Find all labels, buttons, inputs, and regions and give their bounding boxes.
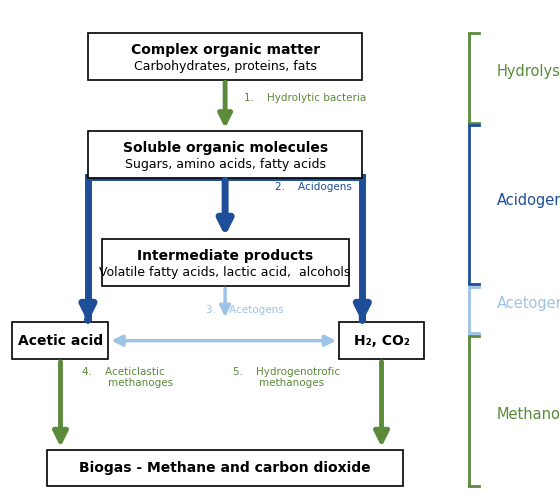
FancyBboxPatch shape	[102, 239, 348, 286]
Text: 1.    Hydrolytic bacteria: 1. Hydrolytic bacteria	[244, 93, 367, 103]
Text: 2.    Acidogens: 2. Acidogens	[274, 182, 351, 192]
Text: Acidogenesis: Acidogenesis	[497, 194, 560, 208]
Text: Soluble organic molecules: Soluble organic molecules	[123, 142, 328, 156]
Text: 4.    Aceticlastic
        methanoges: 4. Aceticlastic methanoges	[82, 366, 174, 388]
Text: 3.    Acetogens: 3. Acetogens	[206, 305, 284, 315]
Text: Acetic acid: Acetic acid	[18, 334, 103, 347]
Text: Intermediate products: Intermediate products	[137, 249, 313, 263]
Text: Hydrolysis: Hydrolysis	[497, 64, 560, 78]
FancyBboxPatch shape	[12, 322, 109, 359]
Text: Biogas - Methane and carbon dioxide: Biogas - Methane and carbon dioxide	[80, 461, 371, 475]
FancyBboxPatch shape	[47, 450, 403, 486]
Text: Sugars, amino acids, fatty acids: Sugars, amino acids, fatty acids	[125, 158, 325, 171]
Text: 5.    Hydrogenotrofic
        methanoges: 5. Hydrogenotrofic methanoges	[234, 366, 340, 388]
FancyBboxPatch shape	[339, 322, 424, 359]
Text: H₂, CO₂: H₂, CO₂	[353, 334, 409, 347]
Text: Carbohydrates, proteins, fats: Carbohydrates, proteins, fats	[134, 60, 316, 73]
Text: Volatile fatty acids, lactic acid,  alcohols: Volatile fatty acids, lactic acid, alcoh…	[100, 266, 351, 279]
FancyBboxPatch shape	[88, 131, 362, 178]
Text: Complex organic matter: Complex organic matter	[130, 44, 320, 58]
Text: Methanogenesis: Methanogenesis	[497, 406, 560, 422]
Text: Acetogenesis: Acetogenesis	[497, 296, 560, 312]
FancyBboxPatch shape	[88, 33, 362, 80]
